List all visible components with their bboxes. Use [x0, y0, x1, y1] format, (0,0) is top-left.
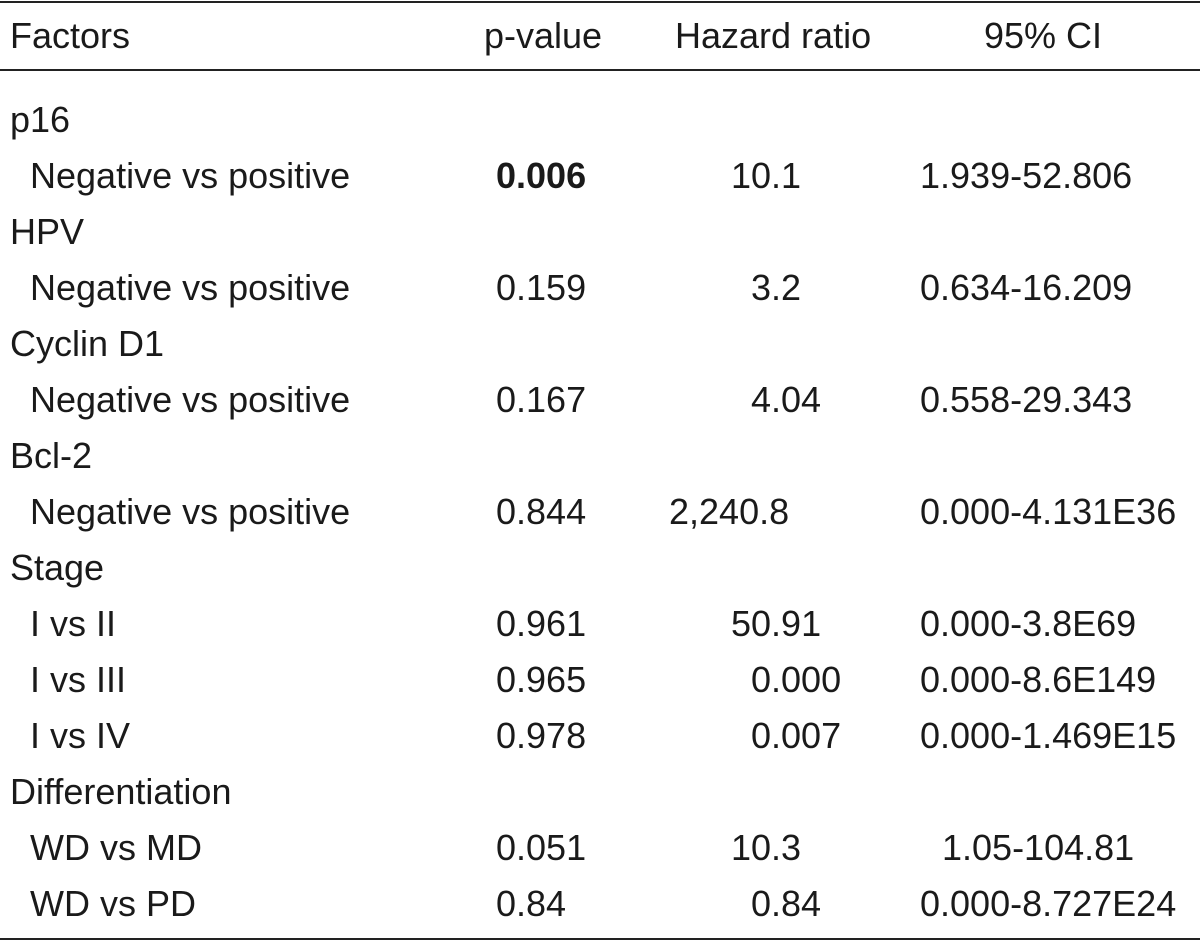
table-header-rule — [0, 69, 1200, 71]
header-p-value: p-value — [484, 15, 603, 56]
row-hazard-ratio: 3.2 — [751, 267, 802, 308]
row-hazard-ratio: 50.91 — [731, 603, 822, 644]
group-name: Cyclin D1 — [10, 323, 165, 364]
row-p-value: 0.965 — [496, 659, 587, 700]
row-label: I vs II — [30, 603, 117, 644]
group-heading-row: Bcl-2 — [0, 428, 1200, 484]
row-p-value: 0.167 — [496, 379, 587, 420]
row-p-value: 0.006 — [496, 155, 587, 196]
row-label: WD vs MD — [30, 827, 202, 868]
row-hazard-ratio: 2,240.8 — [669, 491, 790, 532]
row-hazard-ratio: 0.000 — [751, 659, 842, 700]
header-factors: Factors — [10, 15, 131, 56]
row-label: Negative vs positive — [30, 379, 351, 420]
row-label: Negative vs positive — [30, 491, 351, 532]
group-heading-row: Differentiation — [0, 764, 1200, 820]
table-row: Negative vs positive 0.159 3.2 0.634-16.… — [0, 260, 1200, 316]
row-hazard-ratio: 4.04 — [751, 379, 822, 420]
row-p-value: 0.051 — [496, 827, 587, 868]
row-label: Negative vs positive — [30, 155, 351, 196]
row-p-value: 0.844 — [496, 491, 587, 532]
table-row: WD vs PD 0.84 0.84 0.000-8.727E24 — [0, 876, 1200, 932]
group-heading-row: p16 — [0, 92, 1200, 148]
row-ci: 0.000-8.6E149 — [920, 659, 1157, 700]
header-ci: 95% CI — [984, 15, 1103, 56]
row-ci: 0.000-1.469E15 — [920, 715, 1177, 756]
table-header-row: Factors p-value Hazard ratio 95% CI — [0, 8, 1200, 64]
row-hazard-ratio: 10.1 — [731, 155, 802, 196]
group-heading-row: HPV — [0, 204, 1200, 260]
table-row: I vs IV 0.978 0.007 0.000-1.469E15 — [0, 708, 1200, 764]
row-ci: 1.939-52.806 — [920, 155, 1133, 196]
group-name: HPV — [10, 211, 85, 252]
row-p-value: 0.978 — [496, 715, 587, 756]
table-row: Negative vs positive 0.844 2,240.8 0.000… — [0, 484, 1200, 540]
row-ci: 1.05-104.81 — [942, 827, 1135, 868]
group-name: Stage — [10, 547, 105, 588]
table-row: Negative vs positive 0.167 4.04 0.558-29… — [0, 372, 1200, 428]
table-top-rule — [0, 1, 1200, 3]
table-row: I vs III 0.965 0.000 0.000-8.6E149 — [0, 652, 1200, 708]
row-ci: 0.000-4.131E36 — [920, 491, 1177, 532]
group-name: p16 — [10, 99, 71, 140]
group-heading-row: Stage — [0, 540, 1200, 596]
group-name: Bcl-2 — [10, 435, 93, 476]
row-ci: 0.558-29.343 — [920, 379, 1133, 420]
table-row: WD vs MD 0.051 10.3 1.05-104.81 — [0, 820, 1200, 876]
table-bottom-rule — [0, 938, 1200, 940]
row-hazard-ratio: 10.3 — [731, 827, 802, 868]
row-p-value: 0.961 — [496, 603, 587, 644]
table-row: I vs II 0.961 50.91 0.000-3.8E69 — [0, 596, 1200, 652]
row-label: Negative vs positive — [30, 267, 351, 308]
group-name: Differentiation — [10, 771, 232, 812]
row-hazard-ratio: 0.84 — [751, 883, 822, 924]
row-p-value: 0.159 — [496, 267, 587, 308]
row-ci: 0.000-3.8E69 — [920, 603, 1137, 644]
row-label: WD vs PD — [30, 883, 196, 924]
row-label: I vs IV — [30, 715, 131, 756]
row-hazard-ratio: 0.007 — [751, 715, 842, 756]
row-ci: 0.000-8.727E24 — [920, 883, 1177, 924]
header-hazard-ratio: Hazard ratio — [675, 15, 872, 56]
row-label: I vs III — [30, 659, 127, 700]
row-p-value: 0.84 — [496, 883, 567, 924]
row-ci: 0.634-16.209 — [920, 267, 1133, 308]
table-row: Negative vs positive 0.006 10.1 1.939-52… — [0, 148, 1200, 204]
group-heading-row: Cyclin D1 — [0, 316, 1200, 372]
